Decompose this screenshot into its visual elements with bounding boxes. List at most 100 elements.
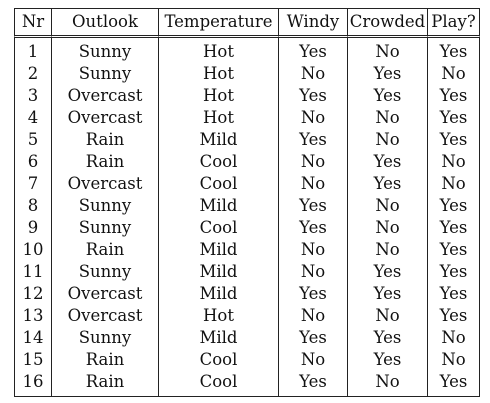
table-row: 12 Overcast Mild Yes Yes Yes bbox=[14, 283, 480, 305]
table-row: 13 Overcast Hot No No Yes bbox=[14, 305, 480, 327]
cell-play: No bbox=[427, 349, 480, 371]
cell-play: Yes bbox=[427, 38, 480, 63]
cell-windy: Yes bbox=[278, 371, 347, 397]
cell-windy: Yes bbox=[278, 283, 347, 305]
cell-windy: No bbox=[278, 261, 347, 283]
table-row: 10 Rain Mild No No Yes bbox=[14, 239, 480, 261]
cell-play: No bbox=[427, 327, 480, 349]
cell-temperature: Hot bbox=[158, 305, 278, 327]
cell-play: Yes bbox=[427, 371, 480, 397]
cell-windy: No bbox=[278, 239, 347, 261]
cell-play: Yes bbox=[427, 261, 480, 283]
cell-crowded: No bbox=[347, 107, 427, 129]
table-row: 2 Sunny Hot No Yes No bbox=[14, 63, 480, 85]
table-row: 16 Rain Cool Yes No Yes bbox=[14, 371, 480, 397]
cell-outlook: Sunny bbox=[51, 327, 158, 349]
cell-windy: No bbox=[278, 349, 347, 371]
cell-outlook: Rain bbox=[51, 349, 158, 371]
data-table-container: Nr Outlook Temperature Windy Crowded Pla… bbox=[14, 8, 480, 397]
table-row: 7 Overcast Cool No Yes No bbox=[14, 173, 480, 195]
cell-nr: 10 bbox=[14, 239, 51, 261]
cell-play: No bbox=[427, 151, 480, 173]
cell-outlook: Sunny bbox=[51, 261, 158, 283]
cell-temperature: Mild bbox=[158, 239, 278, 261]
cell-temperature: Cool bbox=[158, 217, 278, 239]
cell-nr: 14 bbox=[14, 327, 51, 349]
table-row: 15 Rain Cool No Yes No bbox=[14, 349, 480, 371]
cell-outlook: Sunny bbox=[51, 195, 158, 217]
cell-temperature: Cool bbox=[158, 151, 278, 173]
cell-nr: 11 bbox=[14, 261, 51, 283]
header-outlook: Outlook bbox=[51, 8, 158, 38]
cell-outlook: Rain bbox=[51, 129, 158, 151]
cell-nr: 1 bbox=[14, 38, 51, 63]
cell-nr: 6 bbox=[14, 151, 51, 173]
cell-play: Yes bbox=[427, 195, 480, 217]
cell-windy: Yes bbox=[278, 327, 347, 349]
table-row: 9 Sunny Cool Yes No Yes bbox=[14, 217, 480, 239]
table-row: 6 Rain Cool No Yes No bbox=[14, 151, 480, 173]
cell-play: Yes bbox=[427, 129, 480, 151]
table-header: Nr Outlook Temperature Windy Crowded Pla… bbox=[14, 8, 480, 38]
cell-crowded: No bbox=[347, 305, 427, 327]
header-row: Nr Outlook Temperature Windy Crowded Pla… bbox=[14, 8, 480, 38]
header-nr: Nr bbox=[14, 8, 51, 38]
table-row: 3 Overcast Hot Yes Yes Yes bbox=[14, 85, 480, 107]
cell-temperature: Mild bbox=[158, 129, 278, 151]
cell-windy: No bbox=[278, 63, 347, 85]
cell-crowded: Yes bbox=[347, 261, 427, 283]
cell-crowded: Yes bbox=[347, 349, 427, 371]
cell-temperature: Mild bbox=[158, 283, 278, 305]
cell-crowded: Yes bbox=[347, 173, 427, 195]
cell-temperature: Mild bbox=[158, 327, 278, 349]
cell-windy: Yes bbox=[278, 38, 347, 63]
table-row: 1 Sunny Hot Yes No Yes bbox=[14, 38, 480, 63]
header-crowded: Crowded bbox=[347, 8, 427, 38]
cell-outlook: Overcast bbox=[51, 305, 158, 327]
cell-outlook: Overcast bbox=[51, 85, 158, 107]
cell-crowded: Yes bbox=[347, 85, 427, 107]
cell-play: Yes bbox=[427, 305, 480, 327]
cell-windy: Yes bbox=[278, 217, 347, 239]
cell-nr: 7 bbox=[14, 173, 51, 195]
cell-windy: No bbox=[278, 151, 347, 173]
cell-temperature: Cool bbox=[158, 371, 278, 397]
cell-windy: No bbox=[278, 305, 347, 327]
cell-crowded: No bbox=[347, 129, 427, 151]
cell-outlook: Rain bbox=[51, 371, 158, 397]
table-body: 1 Sunny Hot Yes No Yes 2 Sunny Hot No Yes No 3 Overca… bbox=[14, 38, 480, 397]
cell-windy: Yes bbox=[278, 129, 347, 151]
cell-play: Yes bbox=[427, 107, 480, 129]
table-row: 4 Overcast Hot No No Yes bbox=[14, 107, 480, 129]
cell-temperature: Cool bbox=[158, 349, 278, 371]
cell-nr: 2 bbox=[14, 63, 51, 85]
cell-crowded: No bbox=[347, 239, 427, 261]
header-play: Play? bbox=[427, 8, 480, 38]
cell-crowded: No bbox=[347, 217, 427, 239]
header-windy: Windy bbox=[278, 8, 347, 38]
cell-play: No bbox=[427, 63, 480, 85]
cell-nr: 8 bbox=[14, 195, 51, 217]
cell-crowded: Yes bbox=[347, 283, 427, 305]
cell-temperature: Hot bbox=[158, 85, 278, 107]
cell-windy: No bbox=[278, 173, 347, 195]
cell-crowded: Yes bbox=[347, 327, 427, 349]
cell-outlook: Sunny bbox=[51, 38, 158, 63]
cell-play: Yes bbox=[427, 283, 480, 305]
cell-nr: 4 bbox=[14, 107, 51, 129]
header-temperature: Temperature bbox=[158, 8, 278, 38]
cell-nr: 12 bbox=[14, 283, 51, 305]
cell-nr: 16 bbox=[14, 371, 51, 397]
cell-outlook: Overcast bbox=[51, 283, 158, 305]
weather-play-table: Nr Outlook Temperature Windy Crowded Pla… bbox=[14, 8, 480, 397]
cell-outlook: Overcast bbox=[51, 107, 158, 129]
table-row: 14 Sunny Mild Yes Yes No bbox=[14, 327, 480, 349]
cell-crowded: No bbox=[347, 371, 427, 397]
cell-temperature: Mild bbox=[158, 195, 278, 217]
cell-windy: Yes bbox=[278, 195, 347, 217]
cell-play: Yes bbox=[427, 217, 480, 239]
table-row: 11 Sunny Mild No Yes Yes bbox=[14, 261, 480, 283]
table-row: 5 Rain Mild Yes No Yes bbox=[14, 129, 480, 151]
cell-temperature: Hot bbox=[158, 107, 278, 129]
cell-nr: 13 bbox=[14, 305, 51, 327]
